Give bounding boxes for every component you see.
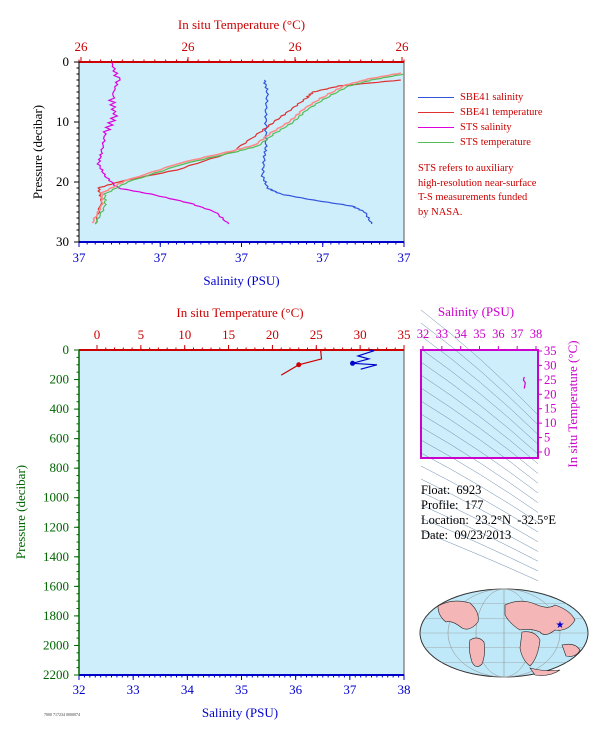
bottom-temp-axis-title: In situ Temperature (°C) xyxy=(176,305,303,320)
legend-label: STS temperature xyxy=(460,135,531,150)
top-temp-tick-label: 26 xyxy=(289,39,303,54)
bottom-pressure-tick-label: 1800 xyxy=(43,608,69,623)
legend-label: STS salinity xyxy=(460,120,512,135)
sts-note: STS refers to auxiliary high-resolution … xyxy=(418,162,588,220)
footer-code: 7000 717234 0000074 xyxy=(44,712,80,717)
note-line: STS refers to auxiliary xyxy=(418,162,588,177)
bottom-sal-tick-label: 34 xyxy=(181,682,195,697)
note-line: by NASA. xyxy=(418,206,588,221)
legend: SBE41 salinity SBE41 temperature STS sal… xyxy=(418,90,543,150)
legend-item: SBE41 salinity xyxy=(418,90,543,105)
bottom-sal-tick-label: 33 xyxy=(127,682,140,697)
note-line: T-S measurements funded xyxy=(418,191,588,206)
top-plot-area xyxy=(79,62,404,242)
float-id: Float: 6923 xyxy=(421,483,556,498)
bottom-temp-tick-label: 25 xyxy=(310,327,323,342)
bottom-temp-marker xyxy=(296,362,301,367)
top-temp-tick-label: 26 xyxy=(75,39,89,54)
top-pressure-tick-label: 20 xyxy=(56,174,69,189)
bottom-temp-tick-label: 0 xyxy=(94,327,101,342)
legend-item: SBE41 temperature xyxy=(418,105,543,120)
bottom-pressure-tick-label: 1600 xyxy=(43,578,69,593)
top-pressure-tick-label: 10 xyxy=(56,114,69,129)
bottom-temp-tick-label: 20 xyxy=(266,327,279,342)
ts-temp-tick-label: 0 xyxy=(544,445,550,459)
top-temp-tick-label: 26 xyxy=(182,39,196,54)
bottom-sal-tick-label: 37 xyxy=(343,682,357,697)
bottom-pressure-tick-label: 600 xyxy=(50,431,70,446)
ts-temp-tick-label: 5 xyxy=(544,431,550,445)
bottom-pressure-tick-label: 1000 xyxy=(43,490,69,505)
top-temp-axis-title: In situ Temperature (°C) xyxy=(178,17,305,32)
top-pressure-tick-label: 0 xyxy=(63,54,70,69)
ts-temp-axis-title: In situ Temperature (°C) xyxy=(565,340,580,467)
profile-number: Profile: 177 xyxy=(421,498,556,513)
ts-temp-tick-label: 20 xyxy=(544,387,557,401)
top-pressure-tick-label: 30 xyxy=(56,234,69,249)
note-line: high-resolution near-surface xyxy=(418,177,588,192)
float-location-star-icon: ★ xyxy=(556,620,565,631)
ts-temp-tick-label: 35 xyxy=(544,344,557,358)
bottom-temp-tick-label: 5 xyxy=(138,327,145,342)
bottom-sal-tick-label: 35 xyxy=(235,682,248,697)
ts-sal-tick-label: 35 xyxy=(473,327,486,341)
ts-sal-axis-title: Salinity (PSU) xyxy=(438,304,514,319)
bottom-sal-tick-label: 36 xyxy=(289,682,303,697)
bottom-sal-axis-title: Salinity (PSU) xyxy=(202,705,278,720)
ts-temp-tick-label: 25 xyxy=(544,373,557,387)
bottom-pressure-tick-label: 2200 xyxy=(43,667,69,682)
top-sal-tick-label: 37 xyxy=(235,250,249,265)
float-info: Float: 6923 Profile: 177 Location: 23.2°… xyxy=(421,483,556,543)
ts-temp-tick-label: 30 xyxy=(544,358,557,372)
bottom-temp-tick-label: 35 xyxy=(398,327,411,342)
bottom-pressure-tick-label: 200 xyxy=(50,372,70,387)
date: Date: 09/23/2013 xyxy=(421,528,556,543)
bottom-temp-tick-label: 10 xyxy=(178,327,191,342)
bottom-sal-marker xyxy=(350,361,355,366)
bottom-sal-tick-label: 32 xyxy=(73,682,86,697)
ts-temp-tick-label: 10 xyxy=(544,416,557,430)
ts-temp-tick-label: 15 xyxy=(544,402,557,416)
ts-sal-tick-label: 33 xyxy=(436,327,449,341)
bottom-pressure-tick-label: 800 xyxy=(50,460,70,475)
legend-item: STS salinity xyxy=(418,120,543,135)
ts-sal-tick-label: 38 xyxy=(530,327,543,341)
legend-label: SBE41 temperature xyxy=(460,105,543,120)
bottom-pressure-tick-label: 1200 xyxy=(43,519,69,534)
bottom-temp-tick-label: 15 xyxy=(222,327,235,342)
top-temp-tick-label: 26 xyxy=(396,39,410,54)
legend-swatch xyxy=(418,127,454,128)
bottom-temp-tick-label: 30 xyxy=(354,327,367,342)
top-pressure-axis-title: Pressure (decibar) xyxy=(30,105,45,199)
top-sal-tick-label: 37 xyxy=(398,250,412,265)
ts-sal-tick-label: 37 xyxy=(511,327,524,341)
ts-sal-tick-label: 36 xyxy=(492,327,505,341)
ts-sal-tick-label: 32 xyxy=(417,327,430,341)
bottom-sal-tick-label: 38 xyxy=(398,682,411,697)
top-sal-tick-label: 37 xyxy=(316,250,330,265)
bottom-pressure-axis-title: Pressure (decibar) xyxy=(13,465,28,559)
bottom-pressure-tick-label: 1400 xyxy=(43,549,69,564)
top-sal-axis-title: Salinity (PSU) xyxy=(203,273,279,288)
legend-label: SBE41 salinity xyxy=(460,90,523,105)
legend-item: STS temperature xyxy=(418,135,543,150)
bottom-pressure-tick-label: 0 xyxy=(63,342,70,357)
legend-swatch xyxy=(418,112,454,113)
ts-sal-tick-label: 34 xyxy=(454,327,467,341)
top-sal-tick-label: 37 xyxy=(73,250,87,265)
ts-plot-area xyxy=(421,350,538,458)
bottom-pressure-tick-label: 400 xyxy=(50,401,70,416)
legend-swatch xyxy=(418,97,454,98)
bottom-plot-area xyxy=(79,350,404,675)
bottom-pressure-tick-label: 2000 xyxy=(43,637,69,652)
top-sal-tick-label: 37 xyxy=(154,250,168,265)
location: Location: 23.2°N -32.5°E xyxy=(421,513,556,528)
legend-swatch xyxy=(418,142,454,143)
